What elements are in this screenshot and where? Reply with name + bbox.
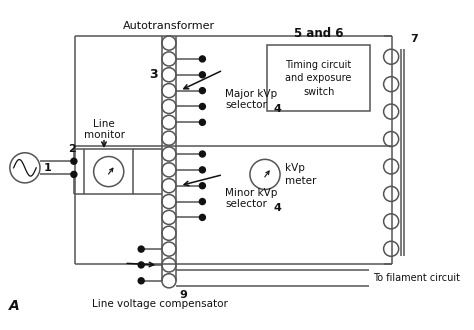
- Circle shape: [138, 262, 144, 268]
- Circle shape: [200, 104, 205, 110]
- Circle shape: [71, 158, 77, 164]
- Circle shape: [200, 72, 205, 78]
- Circle shape: [138, 278, 144, 284]
- Text: A: A: [9, 299, 19, 313]
- Circle shape: [200, 151, 205, 157]
- Text: Timing circuit
and exposure
switch: Timing circuit and exposure switch: [285, 60, 352, 97]
- Text: 3: 3: [149, 68, 158, 81]
- Text: 7: 7: [410, 34, 418, 44]
- Circle shape: [200, 119, 205, 125]
- Text: 2: 2: [68, 144, 76, 154]
- Text: 1: 1: [44, 163, 52, 173]
- Circle shape: [138, 246, 144, 252]
- Circle shape: [200, 56, 205, 62]
- Text: Major kVp
selector: Major kVp selector: [225, 89, 277, 110]
- Text: 5 and 6: 5 and 6: [294, 27, 343, 40]
- Text: 9: 9: [180, 290, 188, 300]
- Circle shape: [200, 167, 205, 173]
- Circle shape: [71, 171, 77, 178]
- Text: 4: 4: [274, 104, 282, 114]
- Text: Autotransformer: Autotransformer: [123, 21, 215, 31]
- Bar: [267, 46, 370, 111]
- Circle shape: [200, 214, 205, 220]
- Text: Line voltage compensator: Line voltage compensator: [91, 299, 228, 309]
- Text: Line
monitor: Line monitor: [83, 119, 125, 141]
- Text: 4: 4: [274, 203, 282, 213]
- Circle shape: [200, 199, 205, 205]
- Text: kVp
meter: kVp meter: [285, 163, 316, 186]
- Text: To filament circuit: To filament circuit: [373, 273, 460, 282]
- Bar: [84, 149, 133, 194]
- Text: Minor kVp
selector: Minor kVp selector: [225, 187, 277, 209]
- Circle shape: [200, 87, 205, 94]
- Circle shape: [200, 183, 205, 189]
